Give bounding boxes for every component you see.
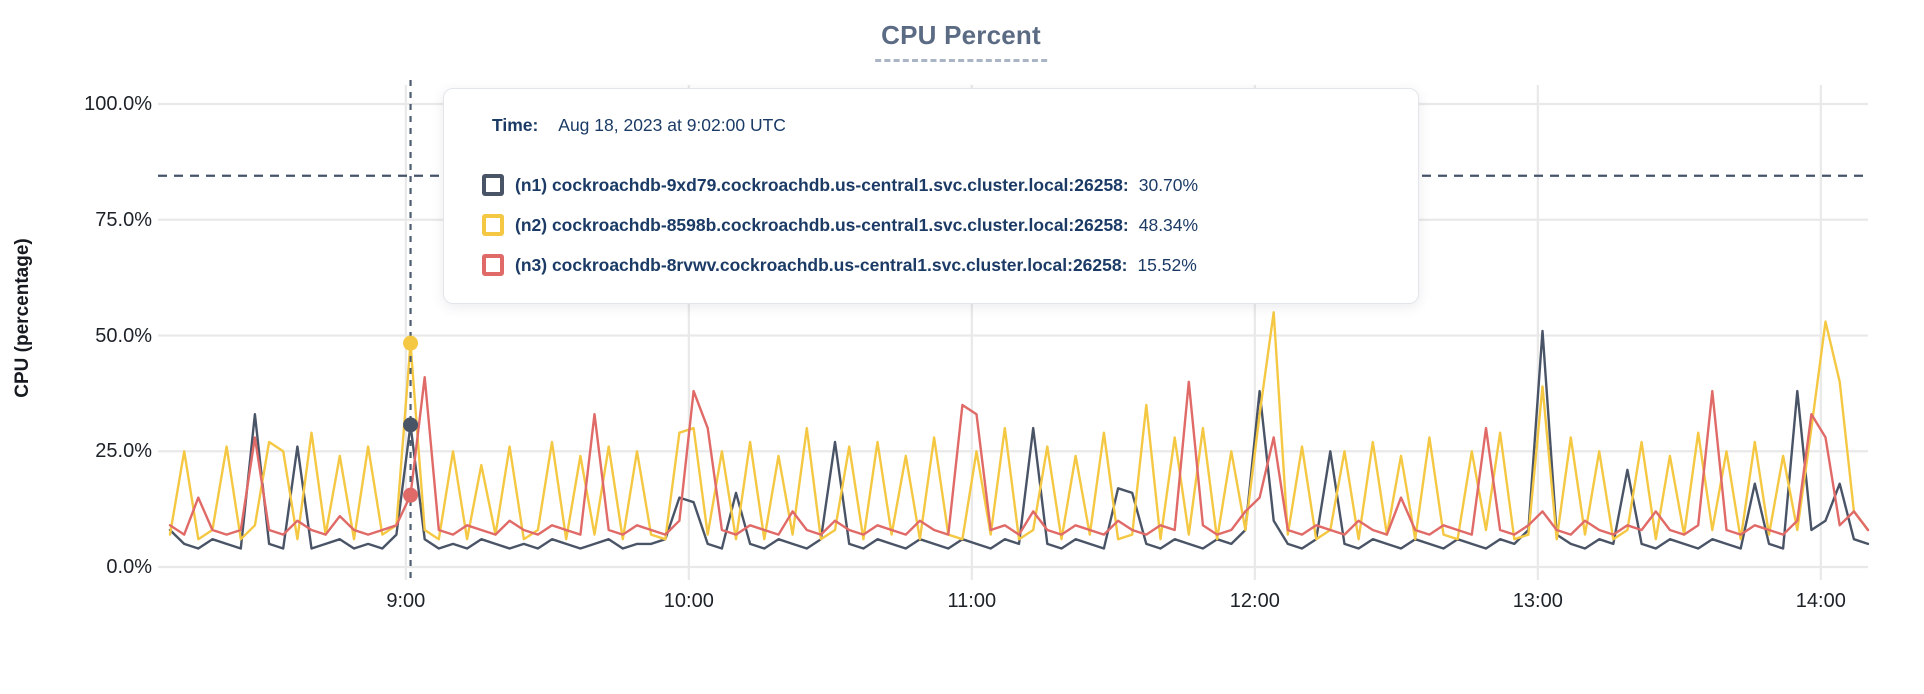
tooltip-row-n3-label: (n3) cockroachdb-8rvwv.cockroachdb.us-ce… [515, 255, 1128, 275]
series-n2-swatch-icon [482, 214, 504, 236]
hover-dot-n1 [403, 417, 419, 433]
y-axis-title: CPU (percentage) [12, 238, 33, 398]
y-tick-label: 0.0% [106, 556, 152, 578]
y-tick-label: 50.0% [95, 324, 152, 347]
y-tick-label: 100.0% [84, 93, 152, 115]
series-line-n2[interactable] [168, 311, 1870, 541]
hover-dot-n3 [403, 487, 419, 503]
series-line-n3[interactable] [168, 376, 1870, 536]
series-n3-swatch-icon [482, 254, 504, 276]
chart-title[interactable]: CPU Percent [875, 20, 1047, 62]
tooltip-time-label: Time: [492, 115, 539, 135]
series-line-n1[interactable] [168, 329, 1870, 550]
series-n1-swatch-icon [482, 174, 504, 196]
y-tick-label: 25.0% [95, 440, 152, 463]
tooltip-row-n3: (n3) cockroachdb-8rvwv.cockroachdb.us-ce… [482, 253, 1382, 277]
x-tick-label: 12:00 [1229, 590, 1280, 612]
tooltip-time-value: Aug 18, 2023 at 9:02:00 UTC [558, 115, 786, 135]
x-tick-label: 10:00 [663, 590, 714, 612]
tooltip-row-n3-value: 15.52% [1137, 255, 1197, 275]
tooltip-row-n1: (n1) cockroachdb-9xd79.cockroachdb.us-ce… [482, 173, 1382, 197]
x-tick-label: 11:00 [947, 590, 997, 612]
tooltip-row-n1-value: 30.70% [1138, 175, 1199, 195]
tooltip-row-n1-label: (n1) cockroachdb-9xd79.cockroachdb.us-ce… [515, 175, 1129, 195]
x-tick-label: 13:00 [1512, 590, 1563, 612]
x-tick-label: 14:00 [1795, 590, 1846, 612]
hover-tooltip: Time: Aug 18, 2023 at 9:02:00 UTC (n1) c… [443, 88, 1419, 304]
tooltip-time-row: Time: Aug 18, 2023 at 9:02:00 UTC [492, 113, 1382, 137]
tooltip-row-n2: (n2) cockroachdb-8598b.cockroachdb.us-ce… [482, 213, 1382, 237]
tooltip-row-n2-label: (n2) cockroachdb-8598b.cockroachdb.us-ce… [515, 215, 1129, 235]
tooltip-row-n2-value: 48.34% [1138, 215, 1199, 235]
hover-dot-n2 [403, 335, 419, 351]
y-tick-label: 75.0% [95, 208, 152, 231]
x-tick-label: 9:00 [386, 590, 426, 612]
